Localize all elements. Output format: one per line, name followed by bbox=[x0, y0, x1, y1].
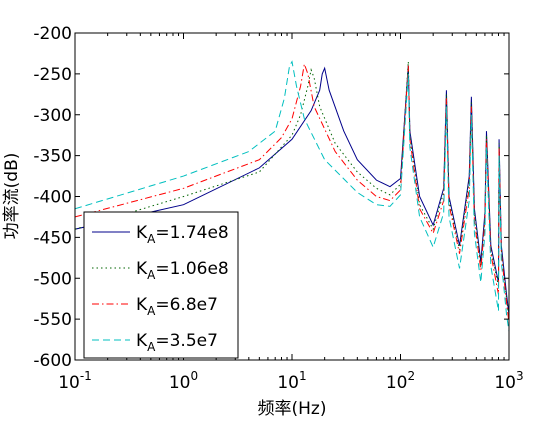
y-tick-label: -200 bbox=[33, 24, 72, 44]
legend-label: KA=1.74e8 bbox=[136, 223, 229, 246]
series-line-4 bbox=[75, 60, 509, 332]
series-lines bbox=[75, 60, 509, 332]
legend-label: KA=3.5e7 bbox=[136, 331, 218, 354]
series-line-3 bbox=[75, 62, 509, 324]
y-tick-label: -350 bbox=[33, 147, 72, 167]
x-tick-label: 10-1 bbox=[58, 369, 92, 393]
y-axis-label: 功率流(dB) bbox=[2, 153, 22, 240]
y-tick-label: -550 bbox=[33, 310, 72, 330]
x-tick-label: 101 bbox=[277, 369, 306, 393]
axis-ticks: -200 -250 -300 -350 -400 -450 -500 -550 -60010-1… bbox=[33, 24, 523, 393]
y-tick-label: -250 bbox=[33, 65, 72, 85]
y-tick-label: -450 bbox=[33, 228, 72, 248]
y-tick-label: -400 bbox=[33, 188, 72, 208]
legend: KA=1.74e8 KA=1.06e8 KA=6.8e7 KA=3.5e7 bbox=[83, 211, 239, 359]
x-tick-label: 100 bbox=[169, 369, 198, 393]
legend-label: KA=1.06e8 bbox=[136, 259, 229, 282]
legend-box bbox=[83, 211, 239, 359]
x-axis-label: 频率(Hz) bbox=[258, 399, 327, 419]
x-tick-label: 102 bbox=[386, 369, 415, 393]
y-tick-label: -300 bbox=[33, 106, 72, 126]
x-tick-label: 103 bbox=[494, 369, 523, 393]
y-tick-label: -600 bbox=[33, 351, 72, 371]
legend-label: KA=6.8e7 bbox=[136, 295, 218, 318]
y-tick-label: -500 bbox=[33, 269, 72, 289]
